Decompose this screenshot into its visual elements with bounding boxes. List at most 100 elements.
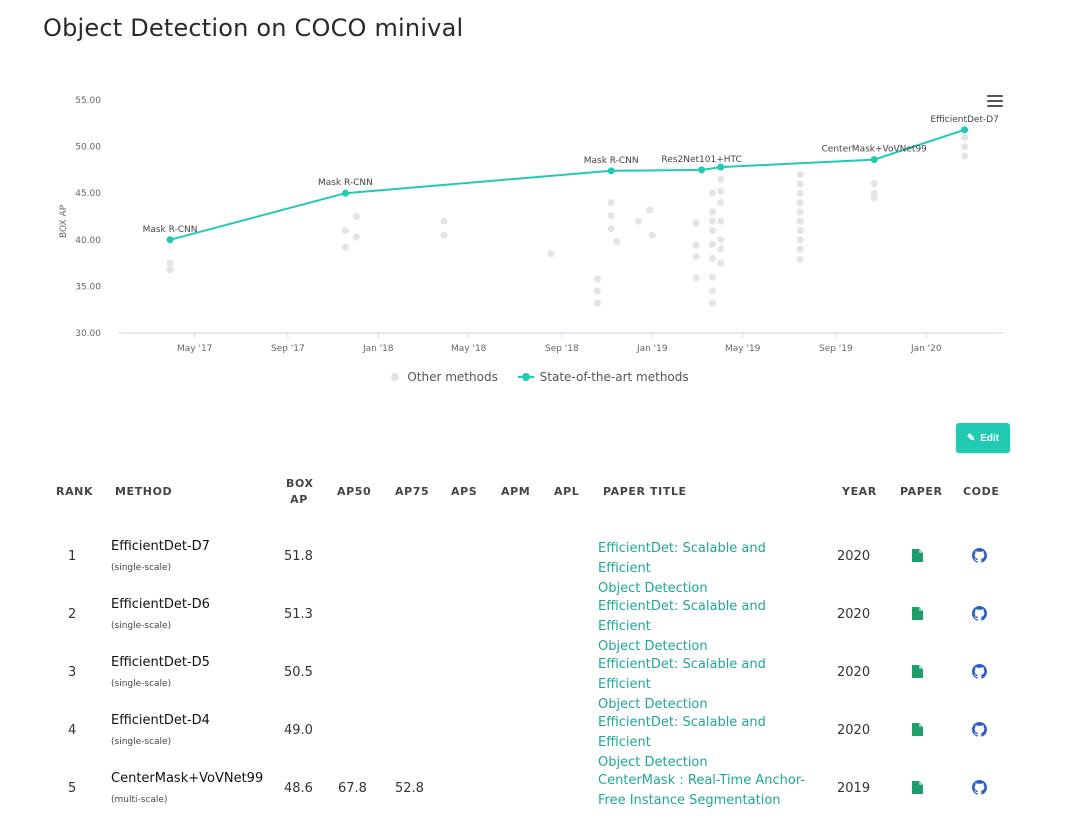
legend-other-methods[interactable]: Other methods bbox=[391, 370, 498, 384]
paper-title-link[interactable]: CenterMask : Real-Time Anchor- Free Inst… bbox=[598, 771, 818, 811]
table-row[interactable]: 2 EfficientDet-D6 (single-scale) 51.3 Ef… bbox=[40, 589, 1040, 654]
other-method-point[interactable] bbox=[440, 231, 448, 239]
header-code[interactable]: CODE bbox=[963, 485, 1000, 498]
header-ap75[interactable]: AP75 bbox=[395, 485, 430, 498]
other-method-point[interactable] bbox=[709, 287, 717, 295]
header-rank[interactable]: RANK bbox=[56, 485, 94, 498]
sota-point[interactable] bbox=[607, 167, 615, 175]
other-method-point[interactable] bbox=[166, 259, 174, 267]
other-method-point[interactable] bbox=[709, 217, 717, 225]
table-row[interactable]: 4 EfficientDet-D4 (single-scale) 49.0 Ef… bbox=[40, 705, 1040, 770]
header-method[interactable]: METHOD bbox=[115, 485, 173, 498]
other-method-point[interactable] bbox=[961, 133, 969, 141]
paper-title-link[interactable]: EfficientDet: Scalable and Efficient Obj… bbox=[598, 713, 818, 773]
other-method-point[interactable] bbox=[961, 152, 969, 160]
other-method-point[interactable] bbox=[692, 274, 700, 282]
sota-point[interactable] bbox=[341, 189, 349, 197]
other-method-point[interactable] bbox=[547, 250, 555, 258]
other-method-point[interactable] bbox=[692, 219, 700, 227]
other-method-point[interactable] bbox=[796, 255, 804, 263]
table-row[interactable]: 1 EfficientDet-D7 (single-scale) 51.8 Ef… bbox=[40, 531, 1040, 596]
paper-title-link[interactable]: EfficientDet: Scalable and Efficient Obj… bbox=[598, 539, 818, 599]
paper-title-link[interactable]: EfficientDet: Scalable and Efficient Obj… bbox=[598, 655, 818, 715]
paper-icon[interactable] bbox=[912, 665, 923, 678]
other-method-point[interactable] bbox=[341, 243, 349, 251]
other-method-point[interactable] bbox=[796, 226, 804, 234]
other-method-point[interactable] bbox=[593, 287, 601, 295]
sota-point[interactable] bbox=[870, 156, 878, 164]
other-method-point[interactable] bbox=[692, 241, 700, 249]
other-method-point[interactable] bbox=[607, 225, 615, 233]
other-method-point[interactable] bbox=[717, 259, 725, 267]
other-method-point[interactable] bbox=[709, 273, 717, 281]
edit-button[interactable]: ✎ Edit bbox=[956, 423, 1010, 453]
github-icon[interactable] bbox=[972, 664, 987, 679]
sota-point[interactable] bbox=[717, 163, 725, 171]
other-method-point[interactable] bbox=[709, 299, 717, 307]
other-method-point[interactable] bbox=[607, 199, 615, 207]
github-icon[interactable] bbox=[972, 606, 987, 621]
other-method-point[interactable] bbox=[796, 189, 804, 197]
method-name[interactable]: EfficientDet-D6 bbox=[111, 597, 210, 612]
other-method-point[interactable] bbox=[870, 194, 878, 202]
other-method-point[interactable] bbox=[709, 189, 717, 197]
header-year[interactable]: YEAR bbox=[842, 485, 877, 498]
other-method-point[interactable] bbox=[717, 217, 725, 225]
other-method-point[interactable] bbox=[796, 180, 804, 188]
table-row[interactable]: 5 CenterMask+VoVNet99 (multi-scale) 48.6… bbox=[40, 763, 1040, 821]
header-aps[interactable]: APS bbox=[451, 485, 478, 498]
other-method-point[interactable] bbox=[796, 217, 804, 225]
other-method-point[interactable] bbox=[648, 231, 656, 239]
method-name[interactable]: CenterMask+VoVNet99 bbox=[111, 771, 264, 786]
other-method-point[interactable] bbox=[607, 212, 615, 220]
header-paper-title[interactable]: PAPER TITLE bbox=[603, 485, 687, 498]
other-method-point[interactable] bbox=[709, 240, 717, 248]
other-method-point[interactable] bbox=[352, 233, 360, 241]
other-method-point[interactable] bbox=[717, 236, 725, 244]
sota-point[interactable] bbox=[961, 126, 969, 134]
other-method-point[interactable] bbox=[709, 208, 717, 216]
paper-icon[interactable] bbox=[912, 723, 923, 736]
other-method-point[interactable] bbox=[796, 208, 804, 216]
github-icon[interactable] bbox=[972, 548, 987, 563]
method-name[interactable]: EfficientDet-D5 bbox=[111, 655, 210, 670]
other-method-point[interactable] bbox=[796, 245, 804, 253]
other-method-point[interactable] bbox=[870, 180, 878, 188]
other-method-point[interactable] bbox=[796, 199, 804, 207]
header-paper[interactable]: PAPER bbox=[900, 485, 943, 498]
other-method-point[interactable] bbox=[961, 143, 969, 151]
legend-sota-methods[interactable]: State-of-the-art methods bbox=[517, 370, 689, 384]
paper-icon[interactable] bbox=[912, 607, 923, 620]
other-method-point[interactable] bbox=[593, 275, 601, 283]
other-method-point[interactable] bbox=[593, 299, 601, 307]
method-name[interactable]: EfficientDet-D7 bbox=[111, 539, 210, 554]
paper-icon[interactable] bbox=[912, 549, 923, 562]
other-method-point[interactable] bbox=[692, 253, 700, 261]
paper-title-link[interactable]: EfficientDet: Scalable and Efficient Obj… bbox=[598, 597, 818, 657]
other-method-point[interactable] bbox=[717, 199, 725, 207]
other-method-point[interactable] bbox=[717, 187, 725, 195]
header-box-ap[interactable]: BOX AP bbox=[286, 476, 313, 508]
method-name[interactable]: EfficientDet-D4 bbox=[111, 713, 210, 728]
header-ap50[interactable]: AP50 bbox=[337, 485, 372, 498]
other-method-point[interactable] bbox=[796, 236, 804, 244]
other-method-point[interactable] bbox=[166, 266, 174, 274]
table-row[interactable]: 3 EfficientDet-D5 (single-scale) 50.5 Ef… bbox=[40, 647, 1040, 712]
other-method-point[interactable] bbox=[709, 226, 717, 234]
header-apl[interactable]: APL bbox=[554, 485, 580, 498]
other-method-point[interactable] bbox=[341, 226, 349, 234]
other-method-point[interactable] bbox=[717, 175, 725, 183]
other-method-point[interactable] bbox=[646, 206, 654, 214]
header-apm[interactable]: APM bbox=[501, 485, 531, 498]
github-icon[interactable] bbox=[972, 780, 987, 795]
chart-menu-icon[interactable] bbox=[987, 95, 1003, 109]
other-method-point[interactable] bbox=[709, 254, 717, 262]
sota-point[interactable] bbox=[698, 166, 706, 174]
github-icon[interactable] bbox=[972, 722, 987, 737]
other-method-point[interactable] bbox=[717, 245, 725, 253]
paper-icon[interactable] bbox=[912, 781, 923, 794]
sota-point[interactable] bbox=[166, 236, 174, 244]
other-method-point[interactable] bbox=[796, 171, 804, 179]
other-method-point[interactable] bbox=[440, 217, 448, 225]
other-method-point[interactable] bbox=[352, 213, 360, 220]
